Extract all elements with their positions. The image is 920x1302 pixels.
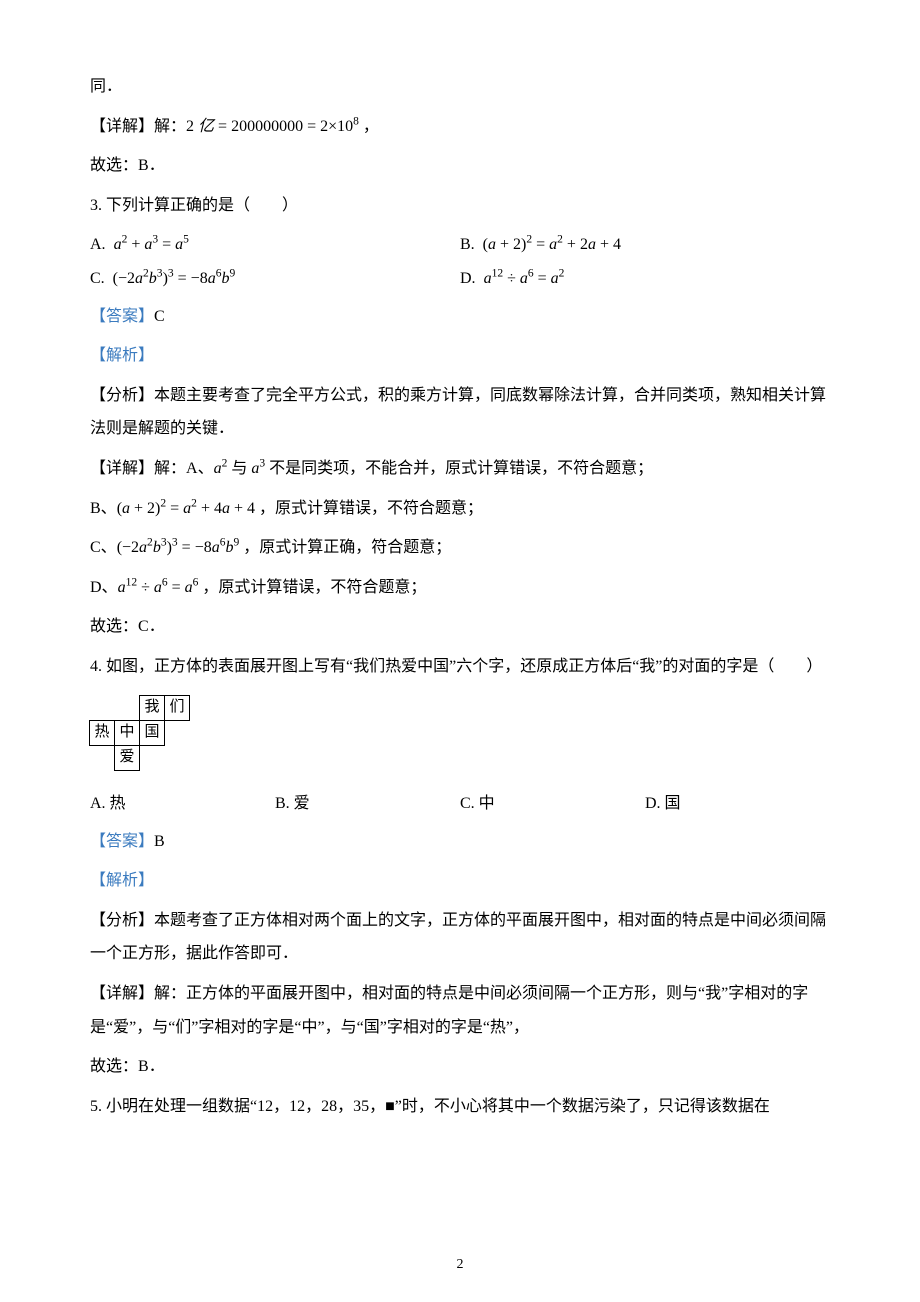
cube-net: 我 们 热 中 国 爱 — [90, 696, 190, 771]
q4-options: A. 热 B. 爱 C. 中 D. 国 — [90, 787, 830, 821]
cube-cell: 热 — [89, 720, 115, 746]
prev-tail-line: 同． — [90, 70, 830, 104]
select-prefix: 故选： — [90, 618, 138, 635]
cube-empty — [114, 695, 140, 721]
cube-cell: 爱 — [114, 745, 140, 771]
q3-answer-letter: C — [154, 308, 165, 325]
cube-cell: 中 — [114, 720, 140, 746]
q3-option-B: B. (a + 2)2 = a2 + 2a + 4 — [460, 228, 830, 262]
cube-empty — [164, 720, 190, 746]
q2-select-letter: B． — [138, 157, 165, 174]
cube-empty — [164, 745, 190, 771]
q4-option-A: A. 热 — [90, 787, 275, 821]
q4-option-D: D. 国 — [645, 787, 830, 821]
q4-analysis-label: 【解析】 — [90, 864, 830, 898]
cube-cell: 们 — [164, 695, 190, 721]
q3-select: 故选：C． — [90, 610, 830, 644]
cube-cell: 国 — [139, 720, 165, 746]
q4-select: 故选：B． — [90, 1050, 830, 1084]
q3-select-letter: C． — [138, 618, 165, 635]
q4-detail-text: 正方体的平面展开图中，相对面的特点是中间必须间隔一个正方形，则与“我”字相对的字… — [90, 985, 808, 1036]
cube-row-1: 我 们 — [90, 696, 190, 721]
page-number: 2 — [0, 1250, 920, 1279]
detail-label: 【详解】 — [90, 118, 154, 135]
cube-row-2: 热 中 国 — [90, 721, 190, 746]
fenxi-label: 【分析】 — [90, 387, 154, 404]
detail-label: 【详解】 — [90, 460, 154, 477]
q4-fenxi: 【分析】本题考查了正方体相对两个面上的文字，正方体的平面展开图中，相对面的特点是… — [90, 904, 830, 971]
cube-empty — [89, 695, 115, 721]
q3-option-A: A. a2 + a3 = a5 — [90, 228, 460, 262]
q3-detail-A: 【详解】解：A、a2 与 a3 不是同类项，不能合并，原式计算错误，不符合题意； — [90, 452, 830, 486]
cube-empty — [89, 745, 115, 771]
q3-detail-B: B、(a + 2)2 = a2 + 4a + 4 ，原式计算错误，不符合题意； — [90, 492, 830, 526]
q2-select: 故选：B． — [90, 149, 830, 183]
q4-answer: 【答案】B — [90, 825, 830, 859]
q3-options: A. a2 + a3 = a5 B. (a + 2)2 = a2 + 2a + … — [90, 228, 830, 295]
fenxi-label: 【分析】 — [90, 912, 154, 929]
cube-row-3: 爱 — [90, 746, 190, 771]
q3-option-C: C. (−2a2b3)3 = −8a6b9 — [90, 262, 460, 296]
q4-fenxi-text: 本题考查了正方体相对两个面上的文字，正方体的平面展开图中，相对面的特点是中间必须… — [90, 912, 826, 963]
q3-detail-D: D、a12 ÷ a6 = a6 ，原式计算错误，不符合题意； — [90, 571, 830, 605]
q2-detail: 【详解】解：2 亿 = 200000000 = 2×108 ， — [90, 110, 830, 144]
q3-option-D: D. a12 ÷ a6 = a2 — [460, 262, 830, 296]
cube-empty — [139, 745, 165, 771]
q3-answer: 【答案】C — [90, 300, 830, 334]
q3-stem: 3. 下列计算正确的是（ ） — [90, 189, 830, 223]
solve-word: 解： — [154, 118, 186, 135]
q5-stem: 5. 小明在处理一组数据“12，12，28，35，■”时，不小心将其中一个数据污… — [90, 1090, 830, 1124]
solve-word: 解： — [154, 460, 186, 477]
q3-fenxi: 【分析】本题主要考查了完全平方公式，积的乘方计算，同底数幂除法计算，合并同类项，… — [90, 379, 830, 446]
solve-word: 解： — [154, 985, 186, 1002]
q4-option-C: C. 中 — [460, 787, 645, 821]
q4-stem: 4. 如图，正方体的表面展开图上写有“我们热爱中国”六个字，还原成正方体后“我”… — [90, 650, 830, 684]
answer-label: 【答案】 — [90, 308, 154, 325]
cube-cell: 我 — [139, 695, 165, 721]
q3-fenxi-text: 本题主要考查了完全平方公式，积的乘方计算，同底数幂除法计算，合并同类项，熟知相关… — [90, 387, 826, 438]
q4-option-B: B. 爱 — [275, 787, 460, 821]
q4-detail: 【详解】解：正方体的平面展开图中，相对面的特点是中间必须间隔一个正方形，则与“我… — [90, 977, 830, 1044]
detail-label: 【详解】 — [90, 985, 154, 1002]
answer-label: 【答案】 — [90, 833, 154, 850]
q4-answer-letter: B — [154, 833, 165, 850]
select-prefix: 故选： — [90, 1058, 138, 1075]
q4-select-letter: B． — [138, 1058, 165, 1075]
select-prefix: 故选： — [90, 157, 138, 174]
q3-detail-C: C、(−2a2b3)3 = −8a6b9 ，原式计算正确，符合题意； — [90, 531, 830, 565]
q2-math: 2 亿 = 200000000 = 2×108 — [186, 118, 359, 135]
q3-analysis-label: 【解析】 — [90, 339, 830, 373]
